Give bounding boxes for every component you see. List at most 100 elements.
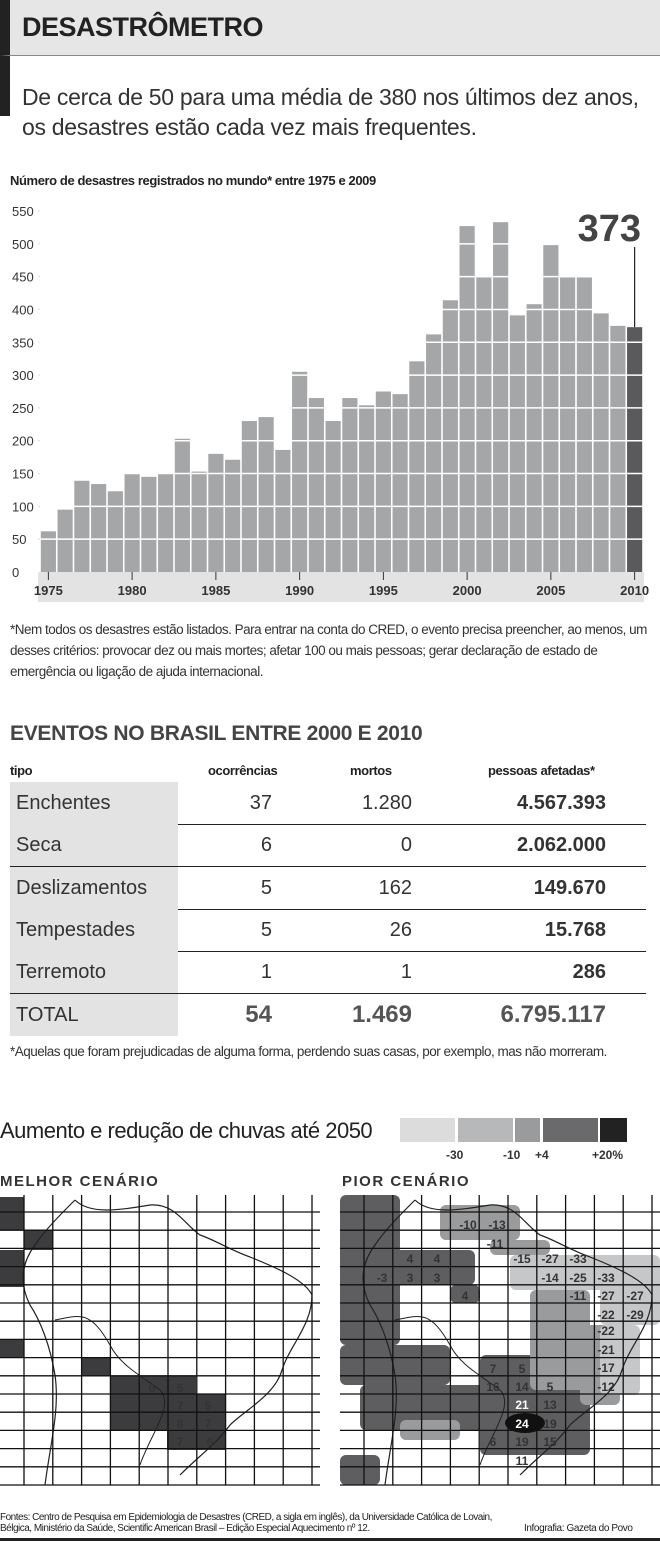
y-tick-label: 400: [12, 302, 34, 317]
y-tick-label: 0: [12, 565, 19, 580]
grid-value-label: -27: [541, 1252, 559, 1266]
shaded-region: [440, 1205, 520, 1240]
grid-value-label: -14: [541, 1271, 559, 1285]
grid-value-label: -3: [377, 1271, 388, 1285]
shaded-region: [370, 1250, 475, 1285]
bar-1991: [308, 398, 324, 572]
bar-1995: [375, 391, 391, 572]
bar-2006: [560, 277, 576, 572]
y-tick-label: 350: [12, 335, 34, 350]
y-tick-label: 550: [12, 204, 34, 219]
border-line: [54, 1315, 166, 1466]
bar-chart: 0 50 100 150 200 250 300 350 400 450 500 550 1975 198…: [12, 204, 649, 602]
col-header-mortos: mortos: [350, 763, 392, 778]
table-row: TOTAL 54 1.469 6.795.117: [10, 993, 646, 1036]
grid-value-label: -25: [569, 1271, 587, 1285]
grid-value-label: 19: [515, 1435, 529, 1449]
x-tick-label: 1975: [34, 583, 63, 598]
bottom-rule: [0, 1538, 660, 1541]
bar-1989: [275, 449, 291, 572]
grid-value-label: -15: [513, 1252, 531, 1266]
y-tick-label: 100: [12, 499, 34, 514]
grid-value-label: -10: [459, 1218, 477, 1232]
grid-value-label: 3: [434, 1271, 441, 1285]
col-header-tipo: tipo: [10, 763, 33, 778]
grid-value-label: 4: [434, 1252, 441, 1266]
legend-label: -10: [503, 1148, 521, 1162]
grid-value-label: -22: [597, 1308, 615, 1322]
grid-value-label: 5: [547, 1380, 554, 1394]
table-footnote: *Aquelas que foram prejudicadas de algum…: [10, 1044, 607, 1059]
grid-value-label: -22: [597, 1324, 615, 1338]
col-header-pessoas-afetadas: pessoas afetadas*: [488, 763, 595, 778]
page-title: DESASTRÔMETRO: [22, 12, 264, 42]
grid-value-label: 7: [205, 1417, 212, 1431]
legend-swatch: [400, 1118, 455, 1142]
grid-value-label: 24: [515, 1417, 529, 1431]
best-scenario-title: MELHOR CENÁRIO: [0, 1173, 160, 1190]
y-tick-label: 450: [12, 270, 34, 285]
bar-1978: [91, 484, 107, 572]
table-title: EVENTOS NO BRASIL ENTRE 2000 E 2010: [10, 722, 423, 745]
bar-2003: [509, 315, 525, 572]
worst-scenario-title: PIOR CENÁRIO: [342, 1173, 471, 1190]
grid-value-label: 13: [543, 1398, 557, 1412]
bar-2008: [593, 313, 609, 572]
legend-swatch: [543, 1118, 598, 1142]
cell-pessoas-afetadas: 149.670: [533, 876, 606, 899]
cell-ocorrencias: 6: [260, 834, 272, 857]
bar-1990: [292, 371, 308, 572]
subtitle: De cerca de 50 para uma média de 380 nos…: [22, 84, 639, 140]
bar-1975: [40, 531, 56, 572]
cell-pessoas-afetadas: 286: [572, 961, 606, 984]
bar-1983: [174, 438, 190, 572]
cell-tipo: Terremoto: [10, 951, 178, 994]
x-axis-band: [38, 572, 644, 602]
coastline: [362, 1199, 653, 1486]
cell-tipo: Tempestades: [10, 908, 178, 951]
grid-value-label: -27: [597, 1289, 615, 1303]
bar-2007: [576, 277, 592, 572]
bar-1988: [258, 417, 274, 572]
x-tick-label: 1985: [201, 583, 230, 598]
x-tick-label: 2010: [620, 583, 649, 598]
cell-ocorrencias: 1: [260, 961, 272, 984]
cell-mortos: 162: [378, 876, 412, 899]
bar-1980: [124, 473, 140, 572]
grid-value-label: 7: [177, 1399, 184, 1413]
y-tick-label: 250: [12, 401, 34, 416]
bar-2009: [610, 325, 626, 572]
highlight-value-label: 373: [578, 208, 641, 250]
cell-mortos: 1: [400, 961, 412, 984]
cell-mortos: 26: [389, 918, 412, 941]
legend-label: +4: [535, 1148, 549, 1162]
grid-value-label: 4: [407, 1252, 414, 1266]
coastline: [22, 1199, 313, 1486]
cell-pessoas-afetadas: 4.567.393: [517, 792, 606, 814]
cell-pessoas-afetadas: 15.768: [544, 918, 606, 941]
grid-value-label: 16: [486, 1380, 500, 1394]
grid-value-label: 19: [543, 1417, 557, 1431]
accent-bar: [0, 56, 10, 116]
cell-mortos: 1.469: [351, 1000, 412, 1028]
bar-1985: [208, 453, 224, 572]
wettest-spot: [505, 1413, 545, 1433]
table-row: Enchentes 37 1.280 4.567.393: [10, 782, 646, 825]
bar-2001: [476, 277, 492, 572]
shaded-cell: [0, 1197, 24, 1230]
grid-value-label: -27: [626, 1289, 644, 1303]
border-line: [394, 1315, 506, 1466]
grid-value-label: -33: [597, 1271, 615, 1285]
bar-1992: [325, 421, 341, 572]
grid-value-label: 3: [407, 1271, 414, 1285]
legend-swatch: [458, 1118, 513, 1142]
bar-2010: [627, 327, 643, 572]
cell-ocorrencias: 37: [249, 792, 272, 814]
grid-value-label: 4: [462, 1289, 469, 1303]
chart-title: Número de desastres registrados no mundo…: [10, 173, 376, 188]
bar-1998: [426, 334, 442, 572]
cell-tipo: Seca: [10, 824, 178, 867]
bar-1977: [74, 480, 90, 572]
rain-title: Aumento e redução de chuvas até 2050: [0, 1118, 373, 1143]
shaded-cell: [81, 1358, 110, 1376]
